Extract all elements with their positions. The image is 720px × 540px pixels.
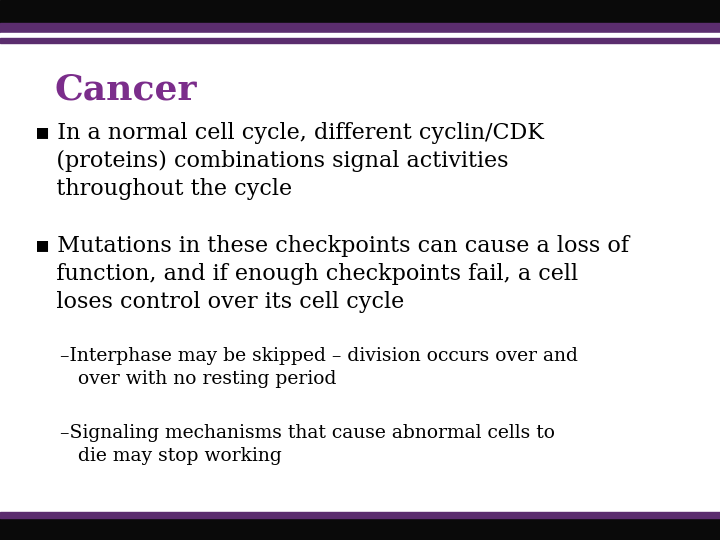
- Text: Cancer: Cancer: [54, 73, 197, 107]
- Text: –Interphase may be skipped – division occurs over and
   over with no resting pe: –Interphase may be skipped – division oc…: [60, 347, 577, 388]
- Text: ▪ In a normal cell cycle, different cyclin/CDK
   (proteins) combinations signal: ▪ In a normal cell cycle, different cycl…: [35, 122, 544, 199]
- Text: ▪ Mutations in these checkpoints can cause a loss of
   function, and if enough : ▪ Mutations in these checkpoints can cau…: [35, 235, 629, 313]
- Text: –Signaling mechanisms that cause abnormal cells to
   die may stop working: –Signaling mechanisms that cause abnorma…: [60, 424, 554, 465]
